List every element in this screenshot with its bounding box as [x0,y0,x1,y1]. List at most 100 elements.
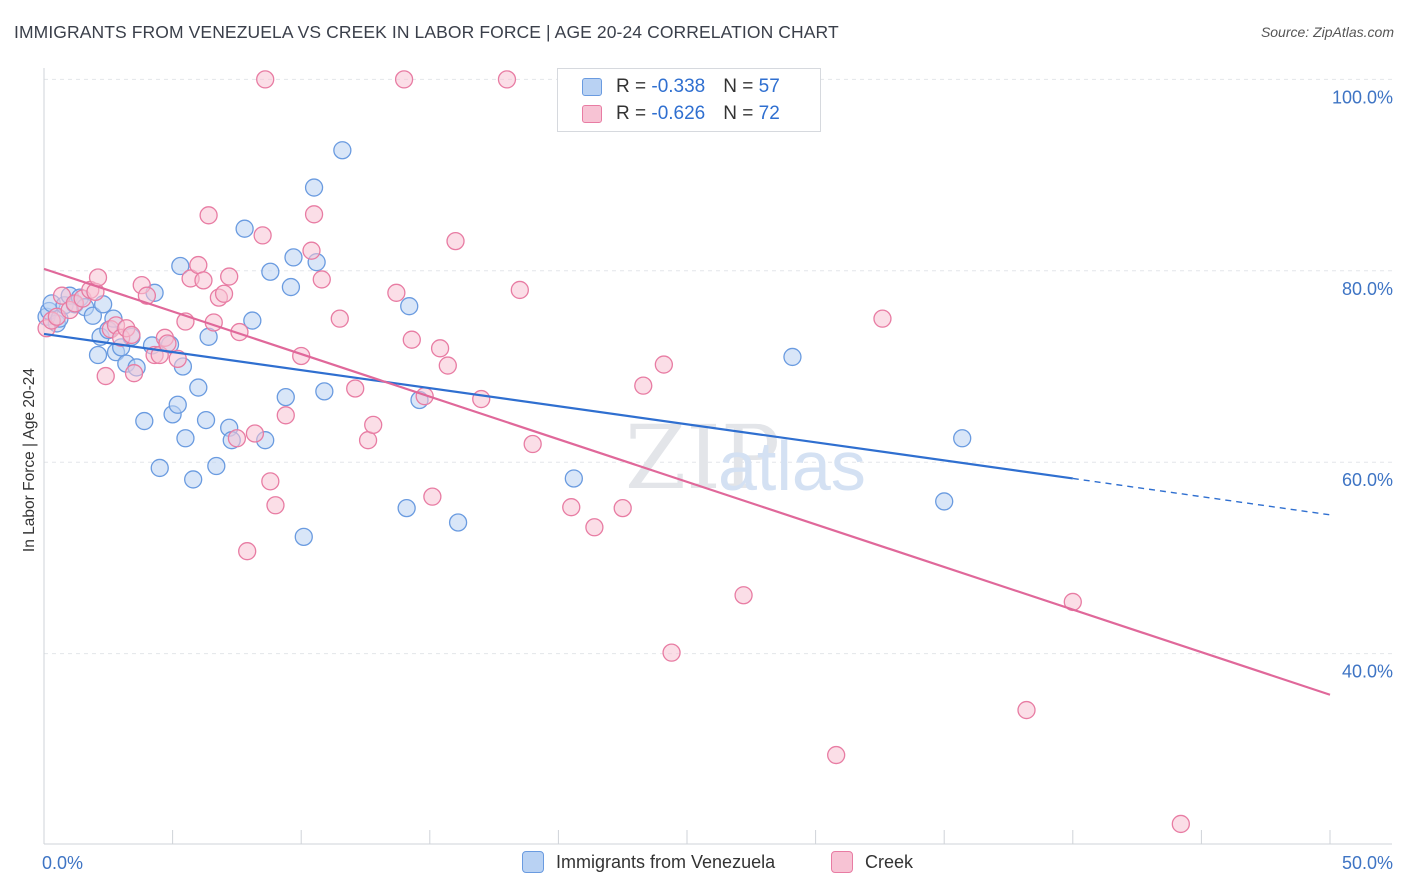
data-point [189,255,208,275]
x-tick-label: 0.0% [42,853,83,873]
data-point [397,498,416,518]
data-point [423,487,442,506]
data-point [562,498,581,517]
data-point [184,470,203,489]
data-point [734,586,753,605]
data-point [88,345,108,365]
series-legend-creek: Creek [831,851,913,873]
legend-swatch-creek [582,105,602,123]
legend-r-label: R = [616,76,652,97]
data-point [304,205,324,224]
data-point [1171,814,1190,834]
trend-line-creek [43,267,1331,696]
data-point [199,206,218,225]
watermark: ZIP atlas [625,406,866,509]
data-point [333,141,352,160]
data-point [150,458,169,478]
grid-lines [44,78,1392,655]
legend-n-value: 72 [758,103,780,124]
source-credit: Source: ZipAtlas.com [1260,24,1394,40]
data-point [302,241,321,260]
data-point [261,262,280,281]
data-point [281,277,301,297]
data-point [135,411,154,431]
legend-row-venezuela: R = -0.338 N = 57 [582,74,780,100]
legend-r-value: -0.338 [651,76,706,97]
data-point [873,309,892,328]
data-point [276,406,295,425]
y-tick-label: 60.0% [1342,470,1393,490]
x-tick-label: 50.0% [1342,853,1393,873]
trend-line-venezuela [43,332,1073,480]
series-legend-venezuela: Immigrants from Venezuela [522,851,775,873]
data-point [196,410,216,430]
data-point [207,456,226,476]
legend-n-value: 57 [758,76,780,97]
data-point [88,268,108,287]
series-legend-label: Creek [865,851,914,872]
data-point [171,256,190,276]
data-point [654,355,674,374]
data-point [497,70,517,89]
data-point [168,349,187,368]
chart-title: IMMIGRANTS FROM VENEZUELA VS CREEK IN LA… [14,22,839,42]
series-legend-label: Immigrants from Venezuela [556,851,776,872]
data-point [364,415,383,435]
data-point [446,231,465,251]
data-point [214,284,234,303]
data-point [613,498,632,518]
data-point [438,356,457,375]
data-point [230,322,249,342]
data-point [284,248,303,267]
data-point [330,309,349,328]
data-point [294,527,313,546]
data-point [266,496,285,515]
data-point [256,70,275,89]
y-tick-label: 40.0% [1342,662,1393,682]
data-point [261,472,280,491]
data-point [124,364,144,383]
data-point [510,280,529,300]
data-point [122,325,141,345]
legend-row-creek: R = -0.626 N = 72 [582,101,780,127]
data-point [783,347,802,367]
trend-line-venezuela-extension [1072,477,1331,516]
data-point [176,429,195,448]
data-point [83,306,103,325]
data-point [472,389,491,409]
legend-r-label: R = [616,103,652,124]
data-point [235,219,254,238]
data-point [245,424,265,443]
data-point [227,429,247,448]
data-point [312,270,331,289]
series-legend: Immigrants from Venezuela Creek [0,851,1406,877]
legend-n-label: N = [723,76,759,97]
data-point [238,542,257,561]
data-point [168,395,187,414]
data-point [1017,700,1036,720]
data-point [827,745,846,765]
data-point [387,283,406,302]
data-point [137,286,157,305]
data-point [189,378,208,397]
series-legend-swatch [522,851,544,873]
data-point [448,513,468,532]
y-tick-label: 100.0% [1332,87,1393,107]
tick-labels: 100.0% 80.0% 60.0% 40.0% 0.0% 50.0% [42,87,1393,873]
data-point [220,267,239,286]
data-point [564,469,583,488]
data-point [634,376,653,395]
data-point [400,297,419,316]
trend-lines [43,267,1331,696]
data-point [243,311,262,330]
legend-r-value: -0.626 [651,103,706,124]
data-point [358,431,378,450]
data-point [276,387,295,407]
series-legend-swatch [831,851,853,873]
data-point [402,330,421,349]
correlation-legend: R = -0.338 N = 57 R = -0.626 N = 72 [557,68,821,132]
data-point [194,271,213,290]
data-point [523,434,542,454]
watermark-zip: ZIP [625,406,780,509]
